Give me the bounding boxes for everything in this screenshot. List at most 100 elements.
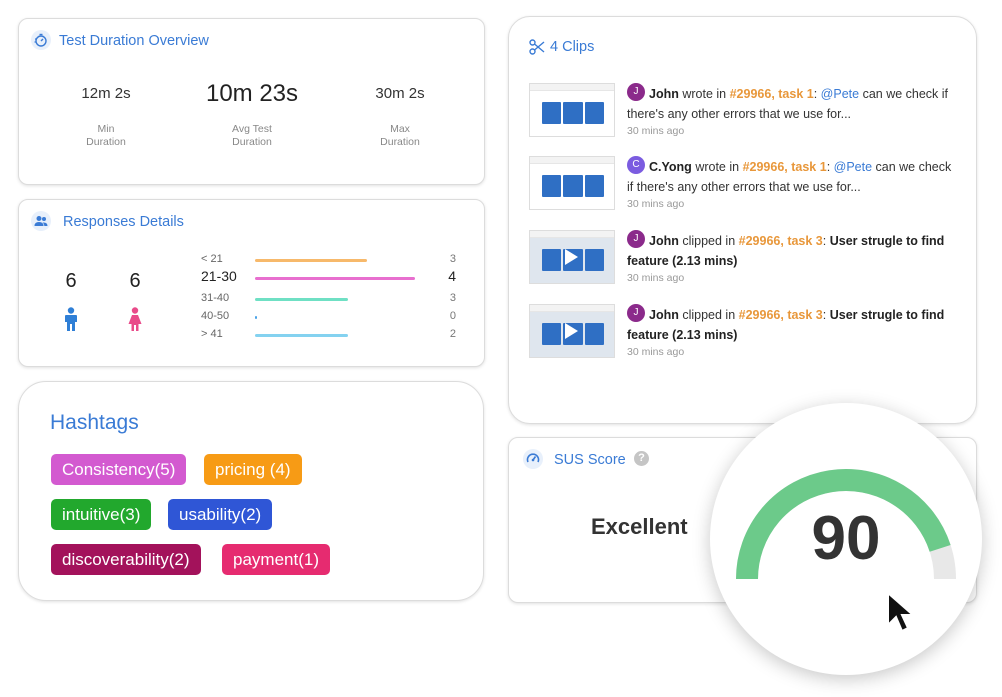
play-icon	[565, 323, 578, 339]
gauge-icon	[523, 449, 543, 469]
avg-duration-label-2: Duration	[232, 136, 272, 148]
clip-action: clipped in	[682, 234, 736, 248]
age-row: 40-50 0	[201, 308, 456, 326]
clips-card: 4 Clips J John wrote in #29966, task 1: @…	[508, 16, 977, 424]
age-bar	[255, 277, 415, 280]
male-icon	[56, 307, 86, 336]
age-bar	[255, 298, 348, 301]
hashtag-chip[interactable]: Consistency(5)	[51, 454, 187, 485]
clip-message: John clipped in #29966, task 3: User str…	[627, 234, 945, 268]
age-row: 31-40 3	[201, 290, 456, 308]
age-range-label: < 21	[201, 253, 223, 265]
clip-item[interactable]: C C.Yong wrote in #29966, task 1: @Pete c…	[529, 156, 959, 220]
clip-task-link[interactable]: #29966, task 1	[742, 160, 827, 174]
duration-title: Test Duration Overview	[59, 33, 209, 49]
clip-timestamp: 30 mins ago	[627, 272, 685, 284]
clip-body: User strugle to find feature (2.13 mins)	[627, 308, 945, 342]
male-stat: 6	[56, 270, 86, 336]
age-row: 21-30 4	[201, 268, 456, 287]
stopwatch-icon	[31, 30, 51, 50]
clip-body: User strugle to find feature (2.13 mins)	[627, 234, 945, 268]
sus-score-value: 90	[811, 504, 881, 573]
clip-task-link[interactable]: #29966, task 3	[738, 308, 823, 322]
clip-task-link[interactable]: #29966, task 3	[738, 234, 823, 248]
clip-item[interactable]: J John clipped in #29966, task 3: User st…	[529, 230, 959, 294]
clip-body: can we check if there's any other errors…	[627, 87, 949, 121]
clip-thumbnail[interactable]	[529, 156, 615, 210]
sus-rating: Excellent	[591, 514, 688, 539]
responses-title: Responses Details	[63, 214, 184, 230]
min-duration-label-2: Duration	[86, 136, 126, 148]
clip-action: wrote in	[695, 160, 740, 174]
gauge-fill	[736, 469, 951, 580]
female-stat: 6	[120, 270, 150, 336]
clip-author: John	[649, 308, 679, 322]
age-range-label: > 41	[201, 328, 223, 340]
min-duration: 12m 2s Min Duration	[46, 79, 166, 149]
clip-thumbnail[interactable]	[529, 83, 615, 137]
hashtag-chip[interactable]: intuitive(3)	[51, 499, 152, 530]
clip-author: John	[649, 87, 679, 101]
cursor-icon	[886, 590, 918, 642]
age-count: 3	[449, 253, 456, 265]
max-duration-label-2: Duration	[380, 136, 420, 148]
clip-author: John	[649, 234, 679, 248]
clip-item[interactable]: J John clipped in #29966, task 3: User st…	[529, 304, 959, 368]
age-row: < 21 3	[201, 251, 456, 269]
max-duration: 30m 2s Max Duration	[340, 79, 460, 149]
age-count: 4	[448, 268, 456, 284]
clip-message: C.Yong wrote in #29966, task 1: @Pete ca…	[627, 160, 952, 194]
responses-card: Responses Details 6 6 < 21 3 21-30 4 31-40 3 4…	[18, 199, 485, 367]
hashtag-chip[interactable]: pricing (4)	[204, 454, 302, 485]
female-count: 6	[129, 270, 141, 292]
clip-author: C.Yong	[649, 160, 692, 174]
male-count: 6	[65, 270, 77, 292]
clip-mention[interactable]: @Pete	[833, 160, 873, 174]
age-range-label: 40-50	[201, 310, 230, 322]
sus-score-magnifier: 90	[710, 403, 982, 675]
user-avatar: C	[627, 156, 645, 174]
age-range-label: 21-30	[201, 268, 237, 284]
age-bar	[255, 259, 367, 262]
age-range-label: 31-40	[201, 292, 230, 304]
clip-body: can we check if there's any other errors…	[627, 160, 952, 194]
age-row: > 41 2	[201, 326, 456, 344]
clip-message: John clipped in #29966, task 3: User str…	[627, 308, 945, 342]
clip-task-link[interactable]: #29966, task 1	[729, 87, 814, 101]
hashtag-chip[interactable]: discoverability(2)	[51, 544, 201, 575]
clip-timestamp: 30 mins ago	[627, 346, 685, 358]
clip-thumbnail[interactable]	[529, 304, 615, 358]
hashtags-card: Hashtags Consistency(5) pricing (4) intuit…	[18, 381, 484, 601]
user-avatar: J	[627, 230, 645, 248]
min-duration-value: 12m 2s	[81, 85, 131, 102]
clip-thumbnail[interactable]	[529, 230, 615, 284]
max-duration-label: Max	[390, 123, 410, 135]
avg-duration: 10m 23s Avg Test Duration	[192, 79, 312, 149]
sus-title: SUS Score	[554, 452, 626, 468]
sus-gauge	[736, 469, 956, 580]
clip-message: John wrote in #29966, task 1: @Pete can …	[627, 87, 949, 121]
avg-duration-value: 10m 23s	[205, 80, 299, 107]
age-count: 2	[449, 328, 456, 340]
clip-mention[interactable]: @Pete	[820, 87, 860, 101]
users-icon	[31, 211, 51, 231]
age-bar	[255, 316, 257, 319]
max-duration-value: 30m 2s	[375, 85, 425, 102]
user-avatar: J	[627, 83, 645, 101]
hashtag-chip[interactable]: payment(1)	[222, 544, 330, 575]
age-count: 3	[449, 292, 456, 304]
age-bar	[255, 334, 348, 337]
scissors-icon	[529, 39, 545, 60]
age-count: 0	[449, 310, 456, 322]
help-icon[interactable]: ?	[634, 451, 649, 466]
clip-item[interactable]: J John wrote in #29966, task 1: @Pete can…	[529, 83, 959, 147]
clip-timestamp: 30 mins ago	[627, 125, 685, 137]
hashtag-chip[interactable]: usability(2)	[168, 499, 273, 530]
clip-action: clipped in	[682, 308, 736, 322]
avg-duration-label: Avg Test	[232, 123, 272, 135]
clip-timestamp: 30 mins ago	[627, 198, 685, 210]
duration-card: Test Duration Overview 12m 2s Min Duratio…	[18, 18, 485, 185]
clips-title: 4 Clips	[550, 39, 595, 55]
hashtags-title: Hashtags	[50, 411, 139, 434]
female-icon	[120, 307, 150, 336]
